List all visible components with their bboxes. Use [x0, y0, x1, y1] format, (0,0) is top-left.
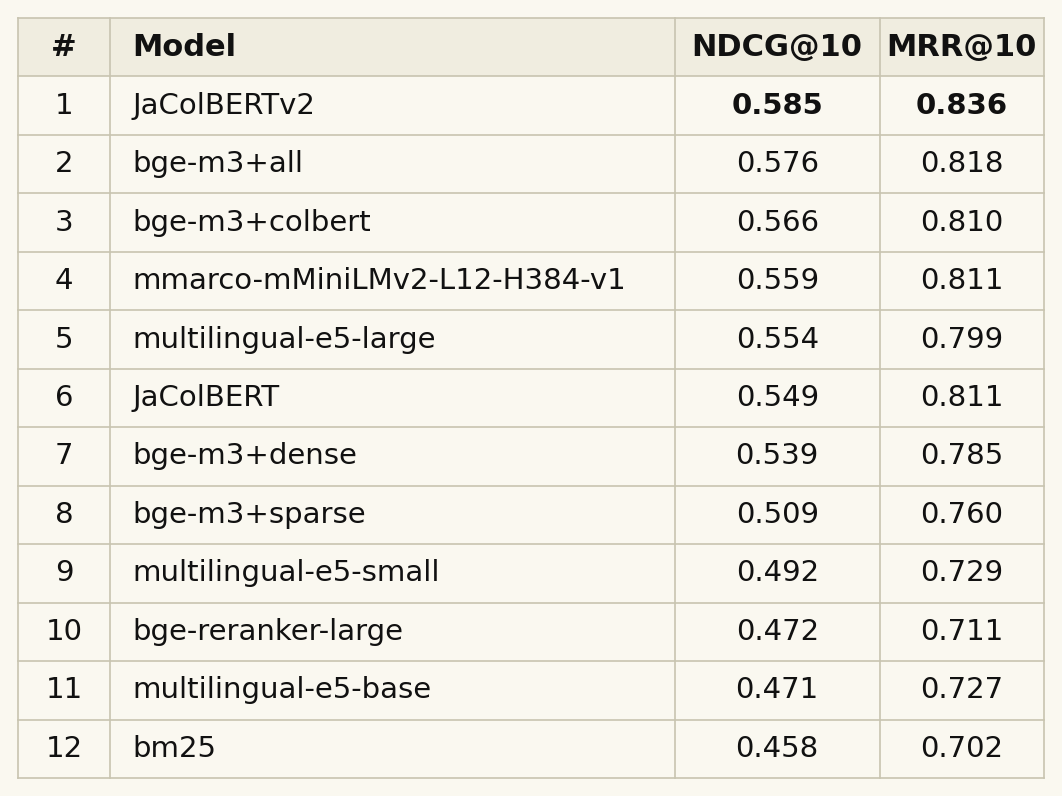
Text: multilingual-e5-small: multilingual-e5-small — [133, 560, 440, 587]
Bar — [18, 486, 1044, 544]
Text: mmarco-mMiniLMv2-L12-H384-v1: mmarco-mMiniLMv2-L12-H384-v1 — [133, 267, 627, 295]
Text: 0.471: 0.471 — [736, 677, 819, 704]
Bar — [18, 720, 1044, 778]
Text: 6: 6 — [55, 384, 73, 412]
Text: bm25: bm25 — [133, 735, 217, 763]
Text: 0.559: 0.559 — [736, 267, 819, 295]
Text: JaColBERTv2: JaColBERTv2 — [133, 92, 315, 119]
Text: 0.509: 0.509 — [736, 501, 819, 529]
Text: 7: 7 — [55, 443, 73, 470]
Bar — [18, 310, 1044, 369]
Text: 0.810: 0.810 — [921, 209, 1004, 236]
Text: 0.836: 0.836 — [915, 92, 1008, 119]
Text: 10: 10 — [46, 618, 83, 646]
Text: 3: 3 — [55, 209, 73, 236]
Text: 0.472: 0.472 — [736, 618, 819, 646]
Text: 0.554: 0.554 — [736, 326, 819, 353]
Text: 0.811: 0.811 — [920, 384, 1004, 412]
Text: JaColBERT: JaColBERT — [133, 384, 279, 412]
Text: 0.576: 0.576 — [736, 150, 819, 178]
Text: NDCG@10: NDCG@10 — [691, 33, 862, 62]
Text: MRR@10: MRR@10 — [887, 33, 1038, 62]
Text: bge-reranker-large: bge-reranker-large — [133, 618, 404, 646]
Text: 0.711: 0.711 — [921, 618, 1004, 646]
Bar — [18, 76, 1044, 135]
Text: 0.729: 0.729 — [921, 560, 1004, 587]
Text: 0.549: 0.549 — [736, 384, 819, 412]
Text: 0.702: 0.702 — [921, 735, 1004, 763]
Text: multilingual-e5-base: multilingual-e5-base — [133, 677, 431, 704]
Text: multilingual-e5-large: multilingual-e5-large — [133, 326, 435, 353]
Text: 0.727: 0.727 — [921, 677, 1004, 704]
Text: 5: 5 — [55, 326, 73, 353]
Text: 12: 12 — [46, 735, 83, 763]
Bar — [18, 18, 1044, 76]
Text: 9: 9 — [55, 560, 73, 587]
Text: bge-m3+all: bge-m3+all — [133, 150, 304, 178]
Text: 0.585: 0.585 — [732, 92, 823, 119]
Text: 2: 2 — [55, 150, 73, 178]
Bar — [18, 603, 1044, 661]
Bar — [18, 544, 1044, 603]
Text: 0.492: 0.492 — [736, 560, 819, 587]
Text: 4: 4 — [55, 267, 73, 295]
Bar — [18, 427, 1044, 486]
Bar — [18, 252, 1044, 310]
Text: 0.566: 0.566 — [736, 209, 819, 236]
Text: 0.785: 0.785 — [921, 443, 1004, 470]
Text: 0.760: 0.760 — [921, 501, 1004, 529]
Bar — [18, 661, 1044, 720]
Text: 8: 8 — [55, 501, 73, 529]
Text: Model: Model — [133, 33, 237, 62]
Text: bge-m3+dense: bge-m3+dense — [133, 443, 357, 470]
Text: 0.799: 0.799 — [921, 326, 1004, 353]
Text: 0.458: 0.458 — [736, 735, 819, 763]
Text: 0.818: 0.818 — [920, 150, 1004, 178]
Text: #: # — [51, 33, 78, 62]
Bar — [18, 135, 1044, 193]
Text: 11: 11 — [46, 677, 83, 704]
Text: 1: 1 — [55, 92, 73, 119]
Text: bge-m3+sparse: bge-m3+sparse — [133, 501, 366, 529]
Text: 0.811: 0.811 — [920, 267, 1004, 295]
Text: 0.539: 0.539 — [736, 443, 819, 470]
Text: bge-m3+colbert: bge-m3+colbert — [133, 209, 371, 236]
Bar — [18, 193, 1044, 252]
Bar — [18, 369, 1044, 427]
